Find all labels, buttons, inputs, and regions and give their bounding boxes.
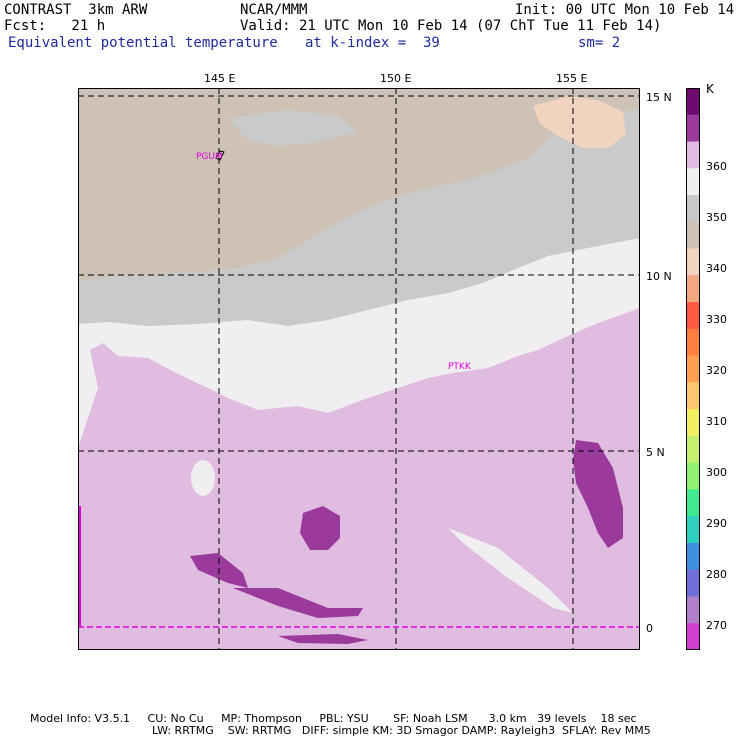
colorbar-frame	[686, 88, 700, 650]
theta-e-map	[78, 88, 640, 650]
smoothing-info: sm= 2	[578, 35, 621, 51]
colorbar-segment	[686, 168, 700, 196]
station-pgum: PGUM	[196, 152, 223, 162]
field-name: Equivalent potential temperature	[8, 35, 278, 51]
colorbar-segment	[686, 489, 700, 517]
model-title: CONTRAST 3km ARW	[4, 2, 148, 18]
valid-time: Valid: 21 UTC Mon 10 Feb 14 (07 ChT Tue …	[240, 18, 662, 34]
colorbar-segment	[686, 462, 700, 490]
colorbar-segment	[686, 302, 700, 330]
colorbar-segment	[686, 623, 700, 650]
colorbar-segment	[686, 248, 700, 276]
colorbar-tick: 280	[706, 568, 727, 581]
colorbar-tick: 270	[706, 619, 727, 632]
model-info-line1: Model Info: V3.5.1 CU: No Cu MP: Thompso…	[30, 712, 637, 725]
init-time: Init: 00 UTC Mon 10 Feb 14	[515, 2, 735, 18]
level-info: at k-index = 39	[305, 35, 440, 51]
colorbar-segment	[686, 355, 700, 383]
colorbar-tick: 310	[706, 415, 727, 428]
colorbar-segment	[686, 275, 700, 303]
guam-island	[215, 150, 225, 161]
colorbar-segment	[686, 114, 700, 143]
organization: NCAR/MMM	[240, 2, 308, 18]
region-370-375-c	[233, 588, 363, 618]
lon-label-150: 150 E	[380, 72, 412, 85]
colorbar-tick: 320	[706, 364, 727, 377]
colorbar	[686, 88, 700, 650]
region-350-patch	[228, 110, 358, 146]
colorbar-segment	[686, 542, 700, 571]
region-340-345	[533, 96, 626, 148]
colorbar-tick: 350	[706, 211, 727, 224]
colorbar-segment	[686, 382, 700, 410]
station-ptkk: PTKK	[448, 362, 471, 372]
lat-label-5: 5 N	[646, 446, 665, 459]
colorbar-segment	[686, 596, 700, 624]
colorbar-tick: 290	[706, 517, 727, 530]
colorbar-tick: 340	[706, 262, 727, 275]
lon-label-145: 145 E	[204, 72, 236, 85]
colorbar-tick: 300	[706, 466, 727, 479]
colorbar-tick: 360	[706, 160, 727, 173]
colorbar-segment	[686, 221, 700, 250]
region-370-375-d	[573, 440, 623, 548]
region-370-375-a	[300, 506, 340, 550]
model-info-line2: LW: RRTMG SW: RRTMG DIFF: simple KM: 3D …	[152, 724, 651, 737]
lat-label-15: 15 N	[646, 91, 672, 104]
colorbar-segment	[686, 141, 700, 169]
colorbar-segment	[686, 569, 700, 597]
colorbar-tick: 330	[706, 313, 727, 326]
lat-label-10: 10 N	[646, 270, 672, 283]
colorbar-segment	[686, 516, 700, 544]
forecast-hour: Fcst: 21 h	[4, 18, 106, 34]
region-360-streak	[448, 528, 573, 613]
region-370-375-e	[278, 634, 368, 644]
region-360-blob	[191, 460, 215, 496]
colorbar-segment	[686, 409, 700, 437]
colorbar-segment	[686, 88, 700, 116]
lon-label-155: 155 E	[556, 72, 588, 85]
colorbar-segment	[686, 435, 700, 464]
colorbar-unit: K	[706, 82, 714, 96]
map-frame	[78, 88, 640, 650]
lat-label-0: 0	[646, 622, 653, 635]
colorbar-segment	[686, 195, 700, 223]
colorbar-segment	[686, 328, 700, 357]
